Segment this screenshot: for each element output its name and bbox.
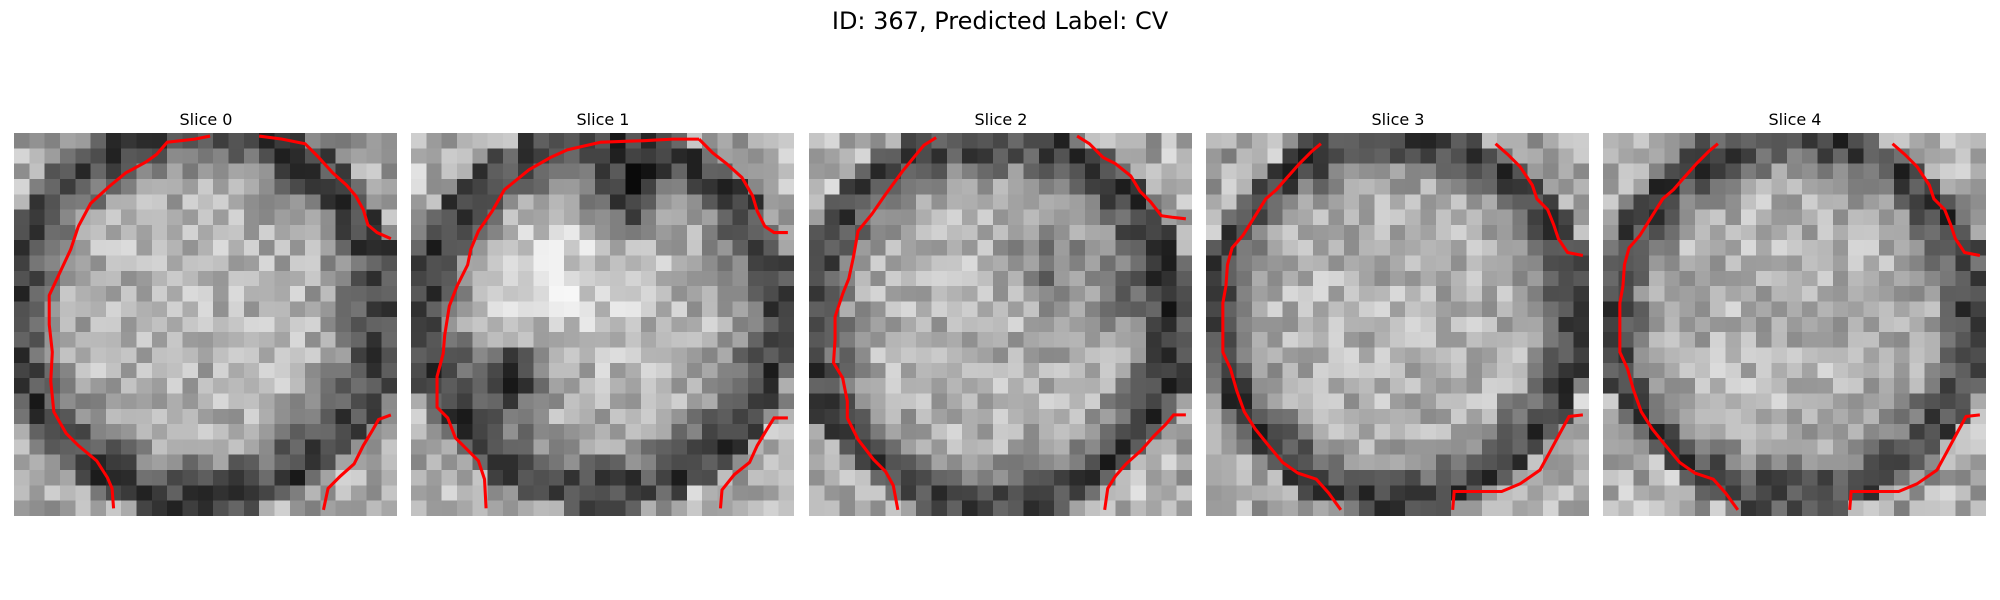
slice-pixels-0 xyxy=(14,133,397,516)
contour-line-right-2 xyxy=(1076,134,1187,221)
contour-line-left-0 xyxy=(47,134,211,509)
contour-line-bottom-right-2 xyxy=(1103,413,1186,511)
contour-line-left-1 xyxy=(435,137,700,509)
slice-image-2 xyxy=(809,133,1192,516)
contour-line-bottom-right-1 xyxy=(718,416,788,509)
slice-image-0 xyxy=(14,133,397,516)
slice-image-4 xyxy=(1603,133,1986,516)
contour-line-bottom-right-0 xyxy=(321,413,392,511)
slice-title-0: Slice 0 xyxy=(179,110,233,129)
slice-title-4: Slice 4 xyxy=(1768,110,1822,129)
slice-panel-3: Slice 3 xyxy=(1206,108,1590,516)
slice-title-3: Slice 3 xyxy=(1371,110,1425,129)
contour-line-bottom-right-4 xyxy=(1848,413,1981,510)
contour-line-right-3 xyxy=(1494,142,1584,258)
slice-title-2: Slice 2 xyxy=(974,110,1028,129)
slice-pixels-3 xyxy=(1206,133,1589,516)
contour-line-right-0 xyxy=(258,134,392,241)
slice-image-1 xyxy=(411,133,794,516)
contour-line-left-2 xyxy=(831,136,937,511)
slice-title-1: Slice 1 xyxy=(576,110,630,129)
figure-title: ID: 367, Predicted Label: CV xyxy=(831,7,1169,35)
contour-line-bottom-right-3 xyxy=(1451,413,1584,510)
contour-line-right-1 xyxy=(697,138,788,235)
slice-panel-4: Slice 4 xyxy=(1603,108,1987,516)
slice-pixels-1 xyxy=(411,133,794,516)
contour-line-left-4 xyxy=(1618,142,1740,511)
slice-panel-1: Slice 1 xyxy=(411,108,795,516)
contour-line-right-4 xyxy=(1891,142,1981,258)
slice-image-3 xyxy=(1206,133,1589,516)
slice-pixels-4 xyxy=(1603,133,1986,516)
contour-line-left-3 xyxy=(1221,142,1343,511)
slice-pixels-2 xyxy=(809,133,1192,516)
slice-panel-0: Slice 0 xyxy=(14,108,398,516)
slice-panel-2: Slice 2 xyxy=(809,108,1193,516)
